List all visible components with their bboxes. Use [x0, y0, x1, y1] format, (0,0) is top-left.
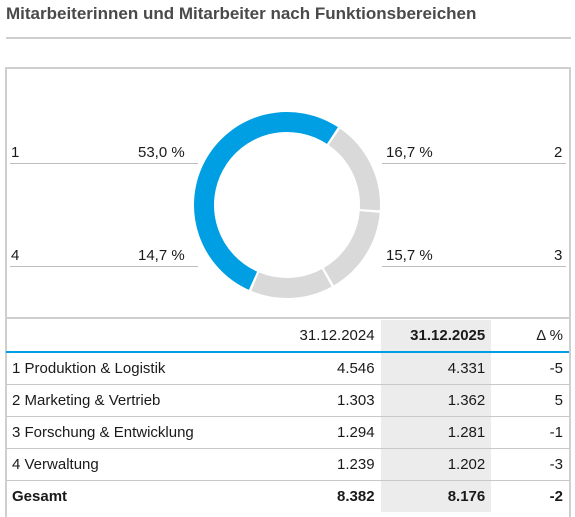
row-name: 1 Produktion & Logistik: [6, 352, 270, 385]
row-delta: 5: [491, 384, 569, 417]
segment-2-number: 2: [554, 144, 563, 161]
row-value-2024: 4.546: [269, 352, 381, 385]
segment-4-leader-line: [10, 266, 198, 267]
segment-1-percent: 53,0 %: [138, 144, 185, 161]
employee-table: 31.12.2024 31.12.2025 Δ % 1 Produktion &…: [6, 320, 569, 512]
total-delta: -2: [549, 488, 563, 505]
table-row: 2 Marketing & Vertrieb 1.303 1.362 5: [6, 384, 569, 417]
segment-4-number: 4: [11, 247, 20, 264]
row-value-2025: 1.202: [380, 448, 492, 481]
title-divider: [6, 37, 571, 39]
donut-chart: [194, 112, 380, 298]
total-name: Gesamt: [12, 488, 68, 505]
row-name: 3 Forschung & Entwicklung: [6, 416, 270, 449]
row-value-2024: 1.294: [269, 416, 381, 449]
segment-3-number: 3: [554, 247, 563, 264]
table-row: 4 Verwaltung 1.239 1.202 -3: [6, 448, 569, 481]
chart-table-divider: [5, 317, 571, 319]
chart-title: Mitarbeiterinnen und Mitarbeiter nach Fu…: [6, 4, 477, 23]
table-header-row: 31.12.2024 31.12.2025 Δ %: [6, 320, 569, 353]
donut-segment-4: [251, 268, 332, 298]
chart-frame: [5, 67, 571, 517]
segment-1-leader-line: [10, 163, 198, 164]
row-value-2024: 1.239: [269, 448, 381, 481]
donut-segment-1: [194, 112, 338, 290]
total-value-2024: 8.382: [337, 488, 375, 505]
row-value-2025: 1.362: [380, 384, 492, 417]
row-delta: -1: [491, 416, 569, 449]
header-delta: Δ %: [491, 320, 569, 353]
table-total-row: Gesamt 8.382 8.176 -2: [6, 480, 569, 512]
row-value-2025: 4.331: [380, 352, 492, 385]
total-value-2025: 8.176: [380, 480, 492, 512]
segment-2-leader-line: [382, 163, 566, 164]
row-value-2024: 1.303: [269, 384, 381, 417]
segment-4-percent: 14,7 %: [138, 247, 185, 264]
segment-3-percent: 15,7 %: [386, 247, 433, 264]
header-2025: 31.12.2025: [380, 320, 492, 353]
header-name: [6, 320, 270, 353]
segment-2-percent: 16,7 %: [386, 144, 433, 161]
segment-1-number: 1: [11, 144, 20, 161]
row-name: 4 Verwaltung: [6, 448, 270, 481]
table-row: 1 Produktion & Logistik 4.546 4.331 -5: [6, 352, 569, 385]
row-value-2025: 1.281: [380, 416, 492, 449]
row-delta: -5: [491, 352, 569, 385]
header-2024: 31.12.2024: [269, 320, 381, 353]
segment-3-leader-line: [382, 266, 566, 267]
donut-segment-2: [328, 128, 380, 211]
table-row: 3 Forschung & Entwicklung 1.294 1.281 -1: [6, 416, 569, 449]
row-name: 2 Marketing & Vertrieb: [6, 384, 270, 417]
donut-segment-3: [323, 210, 380, 286]
row-delta: -3: [491, 448, 569, 481]
